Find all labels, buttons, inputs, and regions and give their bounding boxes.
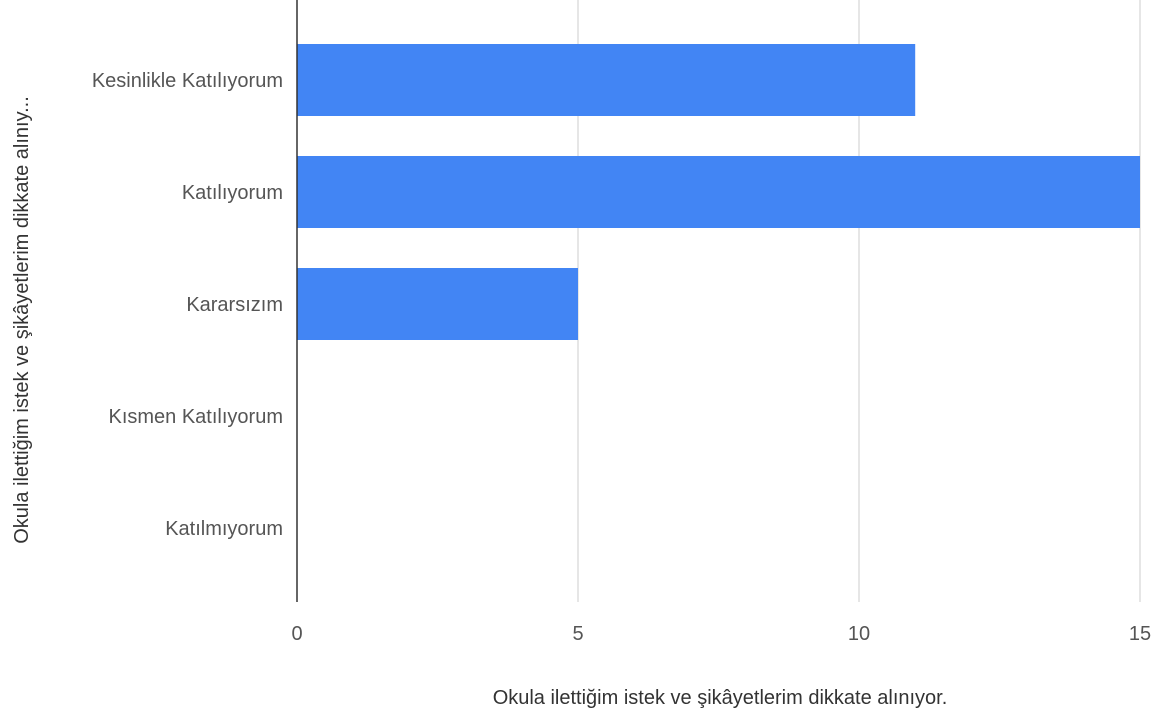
- bar: [297, 156, 1140, 228]
- x-tick-label: 15: [1129, 623, 1151, 645]
- bar: [297, 268, 578, 340]
- y-tick-label: Kararsızım: [186, 294, 283, 316]
- y-axis-title: Okula ilettiğim istek ve şikâyetlerim di…: [11, 96, 33, 544]
- x-tick-label: 5: [572, 623, 583, 645]
- y-tick-label: Katılmıyorum: [165, 518, 283, 540]
- x-tick-label: 10: [848, 623, 870, 645]
- y-tick-label: Kısmen Katılıyorum: [108, 406, 283, 428]
- bar: [297, 44, 916, 116]
- x-axis-title: Okula ilettiğim istek ve şikâyetlerim di…: [493, 687, 948, 709]
- x-tick-label: 0: [291, 623, 302, 645]
- y-tick-label: Katılıyorum: [182, 182, 283, 204]
- y-tick-label: Kesinlikle Katılıyorum: [92, 70, 283, 92]
